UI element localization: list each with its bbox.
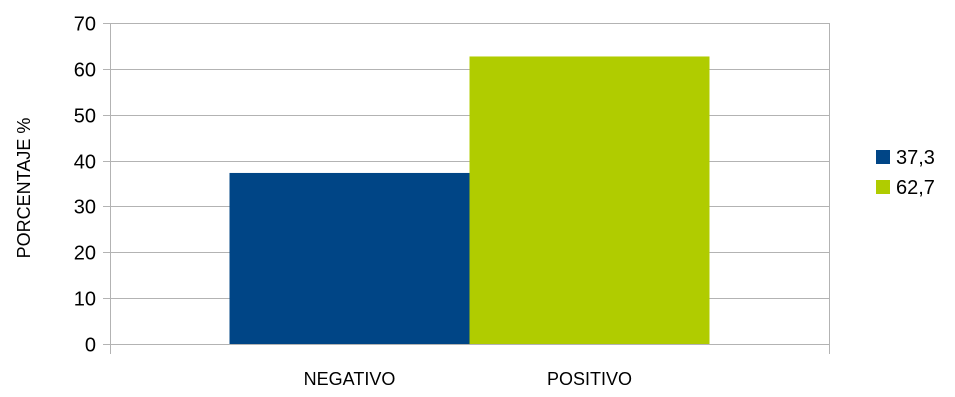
y-tick-label: 60 — [74, 60, 96, 82]
legend-swatch — [876, 150, 890, 164]
y-tick-label: 10 — [74, 289, 96, 311]
axis-layer — [103, 23, 830, 354]
label-layer: 0 10 20 30 40 50 60 70 NEGATIVO POSITIVO — [74, 14, 632, 390]
y-tick-label: 50 — [74, 106, 96, 128]
legend-swatch — [876, 180, 890, 194]
y-tick-label: 0 — [85, 335, 96, 357]
x-tick-label: NEGATIVO — [304, 369, 396, 389]
y-axis-title: PORCENTAJE % — [14, 118, 34, 259]
y-tick-label: 30 — [74, 197, 96, 219]
x-tick-label: POSITIVO — [547, 369, 632, 389]
legend-label: 62,7 — [896, 177, 935, 199]
y-tick-label: 20 — [74, 243, 96, 265]
legend: 37,3 62,7 — [876, 147, 935, 199]
bar-negativo — [229, 172, 470, 344]
bar-layer — [229, 56, 710, 345]
y-tick-label: 40 — [74, 152, 96, 174]
y-tick-label: 70 — [74, 14, 96, 36]
bar-positivo — [469, 56, 710, 345]
legend-label: 37,3 — [896, 147, 935, 169]
